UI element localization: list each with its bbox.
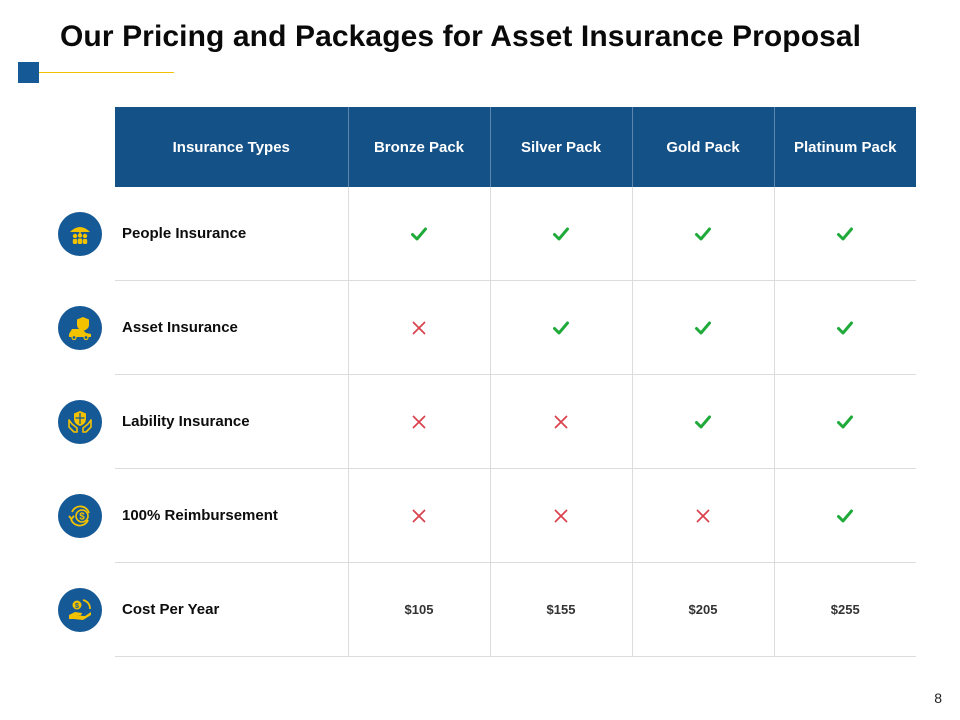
platinum-check-icon [774, 374, 916, 469]
header-gold-pack: Gold Pack [632, 107, 775, 187]
header-platinum-pack: Platinum Pack [774, 107, 916, 187]
hand-coin-icon: $ [58, 588, 102, 632]
slide-title: Our Pricing and Packages for Asset Insur… [60, 20, 862, 53]
table-row: People Insurance [115, 187, 916, 281]
row-label: Lability Insurance [115, 374, 349, 469]
people-umbrella-icon [58, 212, 102, 256]
platinum-check-icon [774, 280, 916, 375]
gold-check-icon [632, 280, 775, 375]
table-row: Cost Per Year $105 $155 $205 $255 [115, 562, 916, 657]
table-row: Asset Insurance [115, 280, 916, 375]
row-label: People Insurance [115, 187, 349, 281]
row-label: 100% Reimbursement [115, 468, 349, 563]
header-insurance-types: Insurance Types [115, 107, 349, 187]
bronze-check-icon [348, 187, 491, 281]
table-header-row: Insurance Types Bronze Pack Silver Pack … [115, 107, 916, 187]
gold-check-icon [632, 187, 775, 281]
platinum-check-icon [774, 187, 916, 281]
gold-check-icon [632, 374, 775, 469]
silver-check-icon [490, 187, 633, 281]
gold-price: $205 [632, 562, 775, 657]
table-row: Lability Insurance [115, 374, 916, 469]
platinum-check-icon [774, 468, 916, 563]
svg-text:$: $ [79, 512, 85, 523]
accent-line [18, 72, 174, 73]
platinum-price: $255 [774, 562, 916, 657]
bronze-cross-icon [348, 280, 491, 375]
silver-cross-icon [490, 374, 633, 469]
header-bronze-pack: Bronze Pack [348, 107, 491, 187]
dollar-refresh-icon: $ [58, 494, 102, 538]
silver-price: $155 [490, 562, 633, 657]
accent-square [18, 62, 39, 83]
bronze-price: $105 [348, 562, 491, 657]
page-number: 8 [934, 690, 942, 706]
silver-check-icon [490, 280, 633, 375]
row-label: Cost Per Year [115, 562, 349, 657]
header-silver-pack: Silver Pack [490, 107, 633, 187]
silver-cross-icon [490, 468, 633, 563]
svg-text:$: $ [75, 603, 79, 610]
gold-cross-icon [632, 468, 775, 563]
table-row: 100% Reimbursement [115, 468, 916, 563]
pricing-table: Insurance Types Bronze Pack Silver Pack … [115, 107, 916, 657]
row-label: Asset Insurance [115, 280, 349, 375]
hands-shield-icon [58, 400, 102, 444]
bronze-cross-icon [348, 374, 491, 469]
car-shield-icon [58, 306, 102, 350]
bronze-cross-icon [348, 468, 491, 563]
